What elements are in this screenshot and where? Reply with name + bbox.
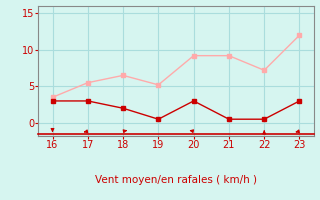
X-axis label: Vent moyen/en rafales ( km/h ): Vent moyen/en rafales ( km/h ): [95, 175, 257, 185]
